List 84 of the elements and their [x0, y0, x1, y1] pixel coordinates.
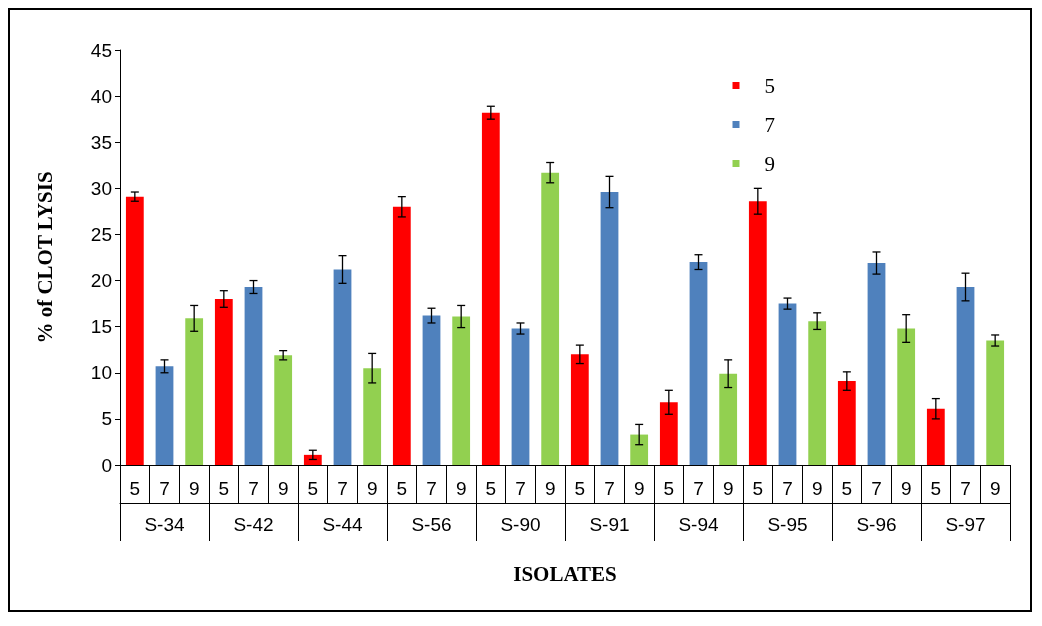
- text: 9: [277, 478, 289, 499]
- text: 7: [871, 478, 882, 499]
- bar: [363, 368, 382, 465]
- bar: [155, 366, 174, 465]
- bar: [392, 206, 411, 465]
- text: 9: [633, 478, 645, 499]
- y-tick-label: 10: [90, 362, 112, 384]
- text: 7: [960, 478, 971, 499]
- text: 9: [900, 478, 912, 499]
- legend-label: 9: [764, 151, 775, 176]
- text: 7: [604, 478, 615, 499]
- bar: [244, 287, 263, 465]
- text: 5: [485, 478, 497, 499]
- bar: [956, 287, 975, 465]
- legend-label: 7: [764, 112, 775, 137]
- bar: [333, 269, 352, 465]
- text: 9: [722, 478, 734, 499]
- bar: [511, 328, 530, 465]
- text: 5: [129, 478, 141, 499]
- text: 9: [989, 478, 1001, 499]
- bar: [719, 373, 738, 465]
- bar: [659, 402, 678, 465]
- text: 5: [307, 478, 319, 499]
- y-axis-title: % of CLOT LYSIS: [32, 171, 57, 344]
- x-tick-label: S-91: [589, 514, 630, 535]
- x-tick-label: S-94: [678, 514, 719, 535]
- x-tick-label: S-90: [500, 514, 541, 535]
- y-tick-label: 40: [90, 85, 112, 107]
- x-tick-label: S-42: [233, 514, 274, 535]
- text: 5: [218, 478, 230, 499]
- y-tick-label: 25: [90, 223, 112, 245]
- bar: [600, 192, 619, 465]
- text: 5: [663, 478, 675, 499]
- bar: [689, 262, 708, 465]
- text: 5: [841, 478, 853, 499]
- bar: [541, 172, 560, 465]
- text: 5: [574, 478, 586, 499]
- text: 7: [337, 478, 348, 499]
- bar: [778, 303, 797, 465]
- text: 9: [455, 478, 467, 499]
- x-axis-title: ISOLATES: [513, 561, 617, 586]
- text: 7: [159, 478, 170, 499]
- bar: [274, 355, 293, 465]
- bar: [897, 328, 916, 465]
- text: 9: [544, 478, 556, 499]
- bar: [185, 318, 204, 465]
- x-tick-label: S-44: [322, 514, 363, 535]
- text: 5: [752, 478, 764, 499]
- text: 9: [366, 478, 378, 499]
- x-tick-label: S-34: [144, 514, 185, 535]
- bar: [837, 381, 856, 465]
- text: 7: [693, 478, 704, 499]
- bar: [570, 354, 589, 465]
- y-tick-label: 5: [101, 408, 112, 430]
- x-tick-label: S-95: [767, 514, 808, 535]
- text: 7: [248, 478, 259, 499]
- bar: [986, 340, 1005, 465]
- bar: [926, 408, 945, 465]
- text: 7: [515, 478, 526, 499]
- x-tick-label: S-97: [945, 514, 986, 535]
- y-tick-label: 0: [101, 454, 112, 476]
- bar: [630, 434, 649, 465]
- text: 9: [811, 478, 823, 499]
- text: 9: [188, 478, 200, 499]
- bar: [452, 316, 471, 465]
- bar: [808, 321, 827, 465]
- bar: [422, 315, 441, 465]
- x-tick-label: S-96: [856, 514, 897, 535]
- bar: [214, 299, 233, 465]
- bar: [125, 196, 144, 465]
- text: 5: [930, 478, 942, 499]
- legend-label: 5: [764, 73, 775, 98]
- x-tick-label: S-56: [411, 514, 452, 535]
- text: 5: [396, 478, 408, 499]
- y-tick-label: 35: [90, 131, 112, 153]
- bar: [748, 201, 767, 465]
- y-tick-label: 20: [90, 270, 112, 292]
- bar: [867, 263, 886, 465]
- y-tick-label: 15: [90, 316, 112, 338]
- text: 7: [426, 478, 437, 499]
- y-tick-label: 30: [90, 177, 112, 199]
- text: 7: [782, 478, 793, 499]
- bar: [481, 112, 500, 465]
- y-tick-label: 45: [90, 39, 112, 61]
